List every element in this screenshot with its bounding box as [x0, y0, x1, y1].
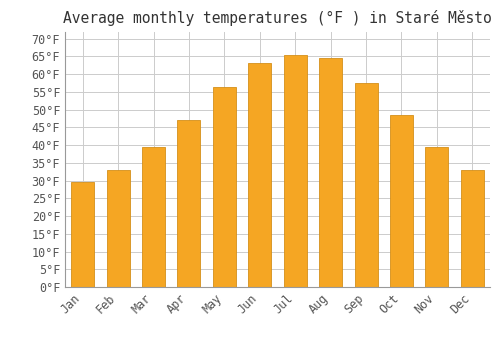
Bar [213, 86, 236, 287]
Bar [354, 83, 378, 287]
Bar [248, 63, 272, 287]
Bar [106, 170, 130, 287]
Title: Average monthly temperatures (°F ) in Staré Město: Average monthly temperatures (°F ) in St… [63, 10, 492, 26]
Bar [284, 55, 306, 287]
Bar [461, 170, 484, 287]
Bar [319, 58, 342, 287]
Bar [142, 147, 165, 287]
Bar [71, 182, 94, 287]
Bar [390, 115, 413, 287]
Bar [178, 120, 201, 287]
Bar [426, 147, 448, 287]
